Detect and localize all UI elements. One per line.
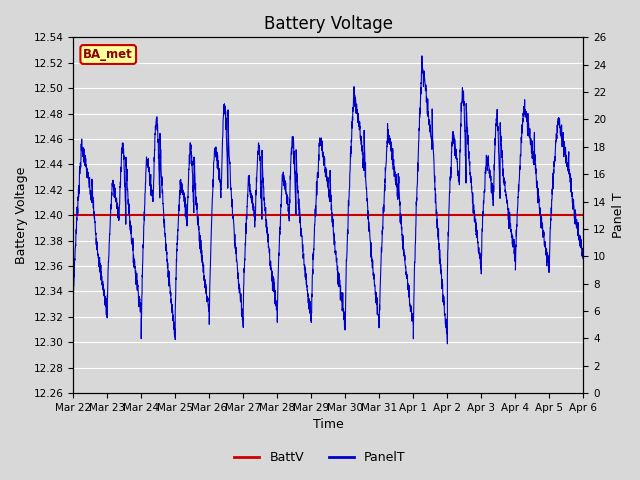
- Text: BA_met: BA_met: [83, 48, 133, 61]
- Y-axis label: Panel T: Panel T: [612, 192, 625, 238]
- Y-axis label: Battery Voltage: Battery Voltage: [15, 167, 28, 264]
- Legend: BattV, PanelT: BattV, PanelT: [229, 446, 411, 469]
- X-axis label: Time: Time: [313, 419, 344, 432]
- Title: Battery Voltage: Battery Voltage: [264, 15, 393, 33]
